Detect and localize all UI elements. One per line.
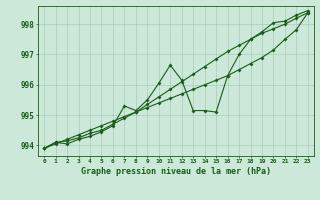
X-axis label: Graphe pression niveau de la mer (hPa): Graphe pression niveau de la mer (hPa) bbox=[81, 167, 271, 176]
